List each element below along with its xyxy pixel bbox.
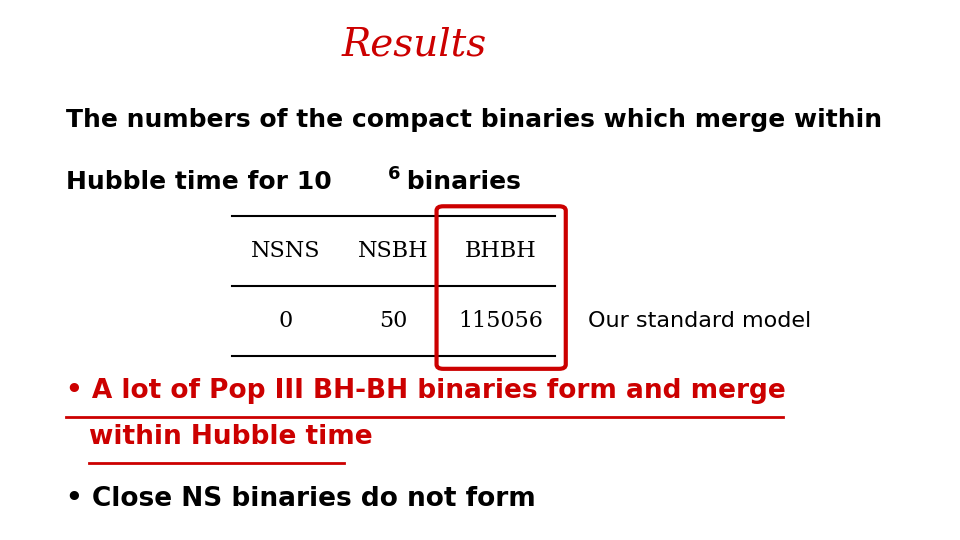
Text: • A lot of Pop III BH-BH binaries form and merge: • A lot of Pop III BH-BH binaries form a… — [66, 378, 786, 404]
Text: within Hubble time: within Hubble time — [88, 424, 372, 450]
Text: Hubble time for 10: Hubble time for 10 — [66, 170, 332, 194]
Text: 0: 0 — [278, 310, 293, 332]
Text: binaries: binaries — [397, 170, 520, 194]
Text: The numbers of the compact binaries which merge within: The numbers of the compact binaries whic… — [66, 108, 882, 132]
Text: BHBH: BHBH — [466, 240, 537, 262]
Text: NSBH: NSBH — [358, 240, 429, 262]
Text: Our standard model: Our standard model — [588, 311, 811, 332]
Text: NSNS: NSNS — [251, 240, 321, 262]
Text: 6: 6 — [388, 165, 400, 183]
Text: Results: Results — [342, 27, 487, 64]
Text: 115056: 115056 — [459, 310, 543, 332]
Text: 50: 50 — [379, 310, 408, 332]
Text: • Close NS binaries do not form: • Close NS binaries do not form — [66, 486, 536, 512]
